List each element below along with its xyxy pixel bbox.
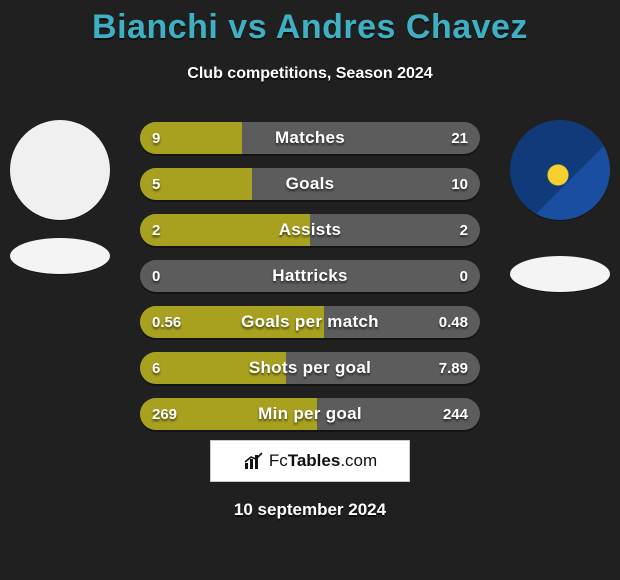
player-right-avatar — [510, 120, 610, 220]
stat-label: Shots per goal — [140, 352, 480, 384]
footer-date: 10 september 2024 — [0, 500, 620, 520]
stat-bar-row: 00Hattricks — [140, 260, 480, 292]
stat-bar-row: 67.89Shots per goal — [140, 352, 480, 384]
brand-suffix: .com — [340, 451, 377, 470]
stat-bar-row: 269244Min per goal — [140, 398, 480, 430]
stat-label: Assists — [140, 214, 480, 246]
player-left-column — [0, 120, 120, 274]
stat-bar-row: 510Goals — [140, 168, 480, 200]
stat-label: Goals per match — [140, 306, 480, 338]
brand-bold: Tables — [288, 451, 341, 470]
stat-label: Matches — [140, 122, 480, 154]
player-left-avatar — [10, 120, 110, 220]
stat-bar-row: 921Matches — [140, 122, 480, 154]
stat-bar-row: 0.560.48Goals per match — [140, 306, 480, 338]
brand-prefix: Fc — [269, 451, 288, 470]
brand-text: FcTables.com — [269, 451, 377, 471]
player-left-flag — [10, 238, 110, 274]
brand-badge: FcTables.com — [210, 440, 410, 482]
stat-label: Goals — [140, 168, 480, 200]
player-right-flag — [510, 256, 610, 292]
player-right-column — [500, 120, 620, 292]
page-title: Bianchi vs Andres Chavez — [0, 0, 620, 47]
page-subtitle: Club competitions, Season 2024 — [0, 65, 620, 83]
stat-bar-row: 22Assists — [140, 214, 480, 246]
brand-chart-icon — [243, 451, 265, 471]
stat-bars-container: 921Matches 510Goals 22Assists 00Hattricks 0.… — [140, 122, 480, 444]
stat-label: Hattricks — [140, 260, 480, 292]
stat-label: Min per goal — [140, 398, 480, 430]
